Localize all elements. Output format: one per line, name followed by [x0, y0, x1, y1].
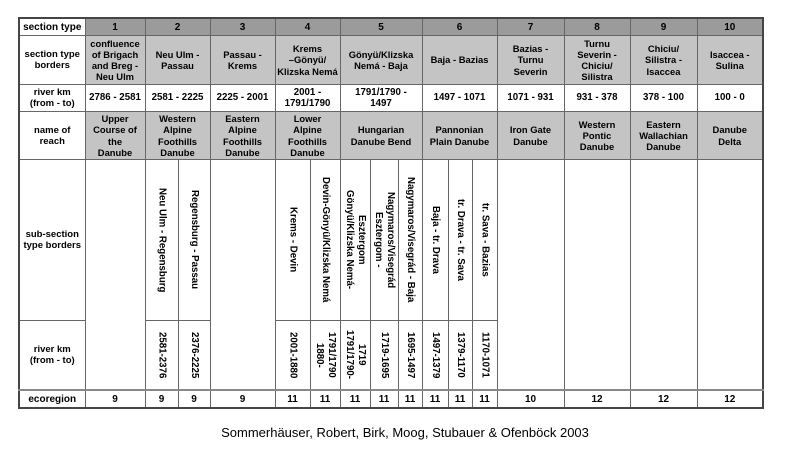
border-4: Krems –Gönyü/ Klizska Nemá	[274, 35, 341, 85]
row-header-river-km: river km (from - to)	[18, 84, 86, 112]
sub-border-empty-10	[696, 159, 764, 391]
ecoregion-6b: 11	[447, 389, 473, 409]
border-1: confluence of Brigach and Breg - Neu Ulm	[84, 35, 146, 85]
km-4: 2001 - 1791/1790	[274, 84, 341, 112]
km-1: 2786 - 2581	[84, 84, 146, 112]
ecoregion-6a: 11	[421, 389, 449, 409]
border-6: Baja - Bazias	[421, 35, 498, 85]
ecoregion-9: 12	[629, 389, 698, 409]
row-header-section-type-borders: section type borders	[18, 35, 86, 85]
section-number-7: 7	[496, 17, 565, 36]
ecoregion-1: 9	[84, 389, 146, 409]
border-2: Neu Ulm - Passau	[144, 35, 211, 85]
row-header-ecoregion: ecoregion	[18, 389, 86, 409]
row-ecoregion: ecoregion 9 9 9 9 11 11 11 11 11 11 11 1…	[18, 389, 764, 409]
km-7: 1071 - 931	[496, 84, 565, 112]
section-number-9: 9	[629, 17, 698, 36]
danube-sections-table: section type 1 2 3 4 5 6 7 8 9 10 sectio…	[18, 17, 764, 409]
ecoregion-4b: 11	[309, 389, 341, 409]
border-7: Bazias - Turnu Severin	[496, 35, 565, 85]
ecoregion-5b: 11	[369, 389, 399, 409]
sub-border-6b: tr. Drava - tr. Sava	[447, 159, 473, 321]
ecoregion-3: 9	[209, 389, 276, 409]
row-name-of-reach: name of reach Upper Course of the Danube…	[18, 111, 764, 160]
reach-4: Lower Alpine Foothills Danube	[274, 111, 341, 160]
sub-km-6a: 1497-1379	[421, 320, 449, 391]
sub-border-empty-3	[209, 159, 276, 391]
ecoregion-4a: 11	[274, 389, 311, 409]
sub-border-6a: Baja - tr. Drava	[421, 159, 449, 321]
ecoregion-2a: 9	[144, 389, 179, 409]
section-number-8: 8	[563, 17, 631, 36]
reach-1: Upper Course of the Danube	[84, 111, 146, 160]
sub-km-5a: 1791/1790-1719	[339, 320, 371, 391]
row-river-km: river km (from - to) 2786 - 2581 2581 - …	[18, 84, 764, 112]
ecoregion-8: 12	[563, 389, 631, 409]
ecoregion-10: 12	[696, 389, 764, 409]
row-header-sub-section-borders: sub-section type borders	[18, 159, 86, 321]
ecoregion-2b: 9	[177, 389, 211, 409]
section-number-6: 6	[421, 17, 498, 36]
ecoregion-7: 10	[496, 389, 565, 409]
row-section-type-borders: section type borders confluence of Briga…	[18, 35, 764, 85]
sub-border-empty-1	[84, 159, 146, 391]
sub-border-5c: Nagymaros/Visegrád - Baja	[397, 159, 423, 321]
section-number-5: 5	[339, 17, 423, 36]
km-10: 100 - 0	[696, 84, 764, 112]
km-8: 931 - 378	[563, 84, 631, 112]
reach-2: Western Alpine Foothills Danube	[144, 111, 211, 160]
km-5: 1791/1790 - 1497	[339, 84, 423, 112]
sub-km-4b: 1880-1791/1790	[309, 320, 341, 391]
reach-8: Western Pontic Danube	[563, 111, 631, 160]
section-number-4: 4	[274, 17, 341, 36]
sub-border-empty-7	[496, 159, 565, 391]
border-5: Gönyü/Klizska Nemá - Baja	[339, 35, 423, 85]
sub-border-empty-8	[563, 159, 631, 391]
km-2: 2581 - 2225	[144, 84, 211, 112]
reach-7: Iron Gate Danube	[496, 111, 565, 160]
border-8: Turnu Severin - Chiciu/ Silistra	[563, 35, 631, 85]
table-caption: Sommerhäuser, Robert, Birk, Moog, Stubau…	[221, 425, 589, 440]
ecoregion-5c: 11	[397, 389, 423, 409]
sub-km-4a: 2001-1880	[274, 320, 311, 391]
reach-6: Pannonian Plain Danube	[421, 111, 498, 160]
row-header-section-type: section type	[18, 17, 86, 36]
sub-km-2b: 2376-2225	[177, 320, 211, 391]
km-3: 2225 - 2001	[209, 84, 276, 112]
sub-km-6b: 1379-1170	[447, 320, 473, 391]
sub-border-4b: Devin-Gönyü/Klizska Nemá	[309, 159, 341, 321]
sub-km-5b: 1719-1695	[369, 320, 399, 391]
sub-km-2a: 2581-2376	[144, 320, 179, 391]
ecoregion-5a: 11	[339, 389, 371, 409]
sub-border-6c: tr. Sava - Bazias	[471, 159, 498, 321]
section-number-1: 1	[84, 17, 146, 36]
row-section-type: section type 1 2 3 4 5 6 7 8 9 10	[18, 17, 764, 36]
sub-border-2a: Neu Ulm - Regensburg	[144, 159, 179, 321]
row-sub-section-borders: sub-section type borders Neu Ulm - Regen…	[18, 159, 764, 391]
km-9: 378 - 100	[629, 84, 698, 112]
sub-border-2b: Regensburg - Passau	[177, 159, 211, 321]
reach-9: Eastern Wallachian Danube	[629, 111, 698, 160]
reach-10: Danube Delta	[696, 111, 764, 160]
row-header-name-of-reach: name of reach	[18, 111, 86, 160]
border-3: Passau - Krems	[209, 35, 276, 85]
sub-border-5b: Esztergom -Nagymaros/Visegrád	[369, 159, 399, 321]
sub-border-4a: Krems - Devin	[274, 159, 311, 321]
section-number-10: 10	[696, 17, 764, 36]
section-number-2: 2	[144, 17, 211, 36]
ecoregion-6c: 11	[471, 389, 498, 409]
sub-border-empty-9	[629, 159, 698, 391]
reach-5: Hungarian Danube Bend	[339, 111, 423, 160]
sub-km-5c: 1695-1497	[397, 320, 423, 391]
row-header-sub-river-km: river km (from - to)	[18, 320, 86, 391]
sub-km-6c: 1170-1071	[471, 320, 498, 391]
km-6: 1497 - 1071	[421, 84, 498, 112]
row-sub-river-km: river km (from - to) 2581-2376 2376-2225…	[18, 320, 763, 391]
section-number-3: 3	[209, 17, 276, 36]
border-9: Chiciu/ Silistra - Isaccea	[629, 35, 698, 85]
sub-border-5a: Gönyü/Klizska Nemá-Esztergom	[339, 159, 371, 321]
reach-3: Eastern Alpine Foothills Danube	[209, 111, 276, 160]
border-10: Isaccea - Sulina	[696, 35, 764, 85]
